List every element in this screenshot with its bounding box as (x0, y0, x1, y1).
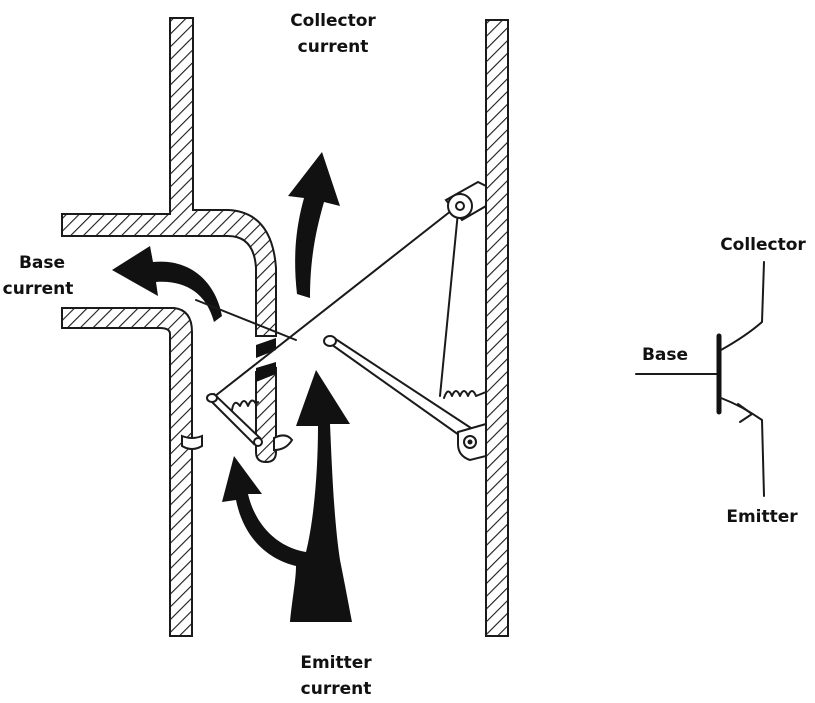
emitter-flow-arrow (222, 370, 352, 622)
base-current-label: Base current (3, 253, 74, 299)
npn-transistor-symbol: Collector Base Emitter (635, 235, 806, 527)
collector-current-line2: current (298, 37, 369, 57)
collector-current-label: Collector current (290, 11, 376, 57)
right-pipe-wall (485, 19, 509, 637)
collector-flow-arrow (288, 152, 340, 298)
valve-mechanism (195, 180, 487, 462)
symbol-base-label: Base (642, 345, 688, 365)
base-current-line2: current (3, 279, 74, 299)
pulley-icon (444, 180, 487, 222)
base-flow-arrow (112, 246, 222, 322)
base-current-line1: Base (19, 253, 65, 273)
emitter-current-line1: Emitter (300, 653, 372, 673)
emitter-current-label: Emitter current (300, 653, 372, 699)
collector-current-line1: Collector (290, 11, 376, 31)
emitter-current-line2: current (301, 679, 372, 699)
left-pipe-wall (61, 17, 294, 637)
hinge-icon (457, 422, 487, 462)
symbol-emitter-label: Emitter (726, 507, 798, 527)
symbol-collector-label: Collector (720, 235, 806, 255)
